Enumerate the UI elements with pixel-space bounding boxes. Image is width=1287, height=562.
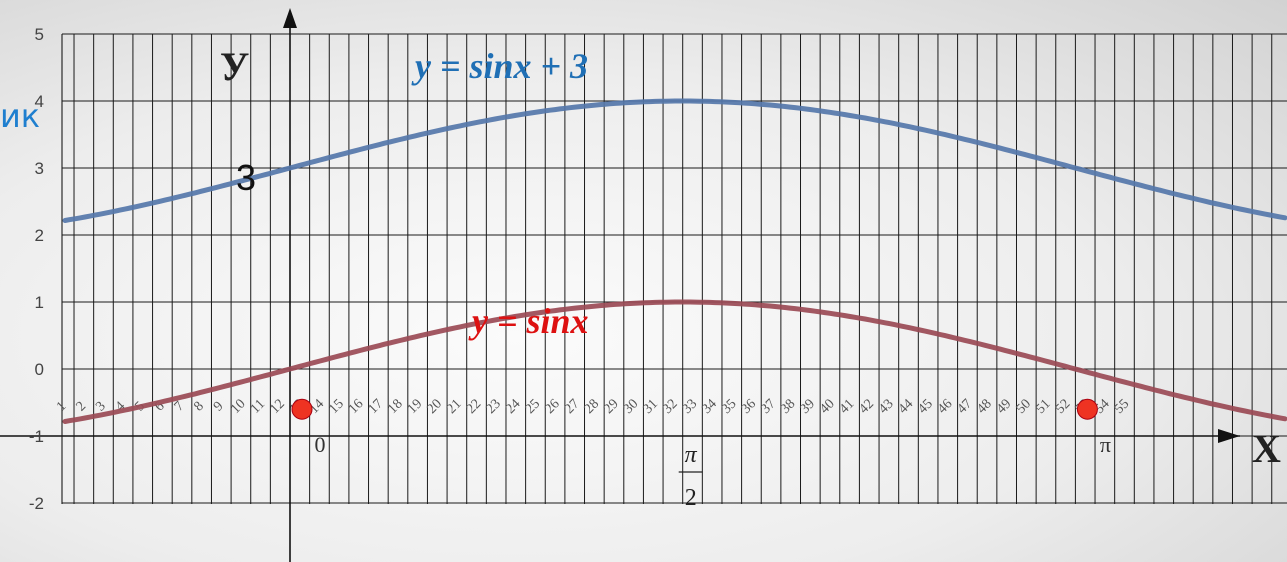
y-axis-label: У <box>220 44 249 89</box>
cell-number: 9 <box>211 399 227 415</box>
y-tick-label: 0 <box>35 360 44 379</box>
cell-number: 8 <box>191 399 207 415</box>
y-tick-label: 5 <box>35 25 44 44</box>
x-axis-arrow <box>1218 429 1240 443</box>
series-line-sinx-plus-3 <box>62 98 1287 223</box>
y-tick-label: 1 <box>35 293 44 312</box>
y-axis-arrow <box>283 8 297 28</box>
y-tick-label: -1 <box>29 427 44 446</box>
y-tick-label: 3 <box>35 159 44 178</box>
series-line-sinx <box>62 299 1287 424</box>
x-tick-label: 0 <box>315 432 326 457</box>
y-tick-label: -2 <box>29 494 44 513</box>
cell-number: 2 <box>74 399 90 415</box>
series-label-sinx-plus-3: y = sinx + 3 <box>411 46 588 86</box>
series-label-sinx: y = sinx <box>468 301 589 341</box>
x-tick-label-denominator: 2 <box>685 485 697 511</box>
y-tick-label: 4 <box>35 92 44 111</box>
y-tick-label: 2 <box>35 226 44 245</box>
annotation-value-3: 3 <box>236 157 256 198</box>
marked-point <box>291 398 313 420</box>
slide-title-fragment: ик <box>0 97 41 135</box>
x-tick-label: π <box>1100 432 1111 457</box>
marked-point <box>1076 398 1098 420</box>
x-axis-label: X <box>1252 426 1281 471</box>
x-tick-label-numerator: π <box>685 442 698 468</box>
